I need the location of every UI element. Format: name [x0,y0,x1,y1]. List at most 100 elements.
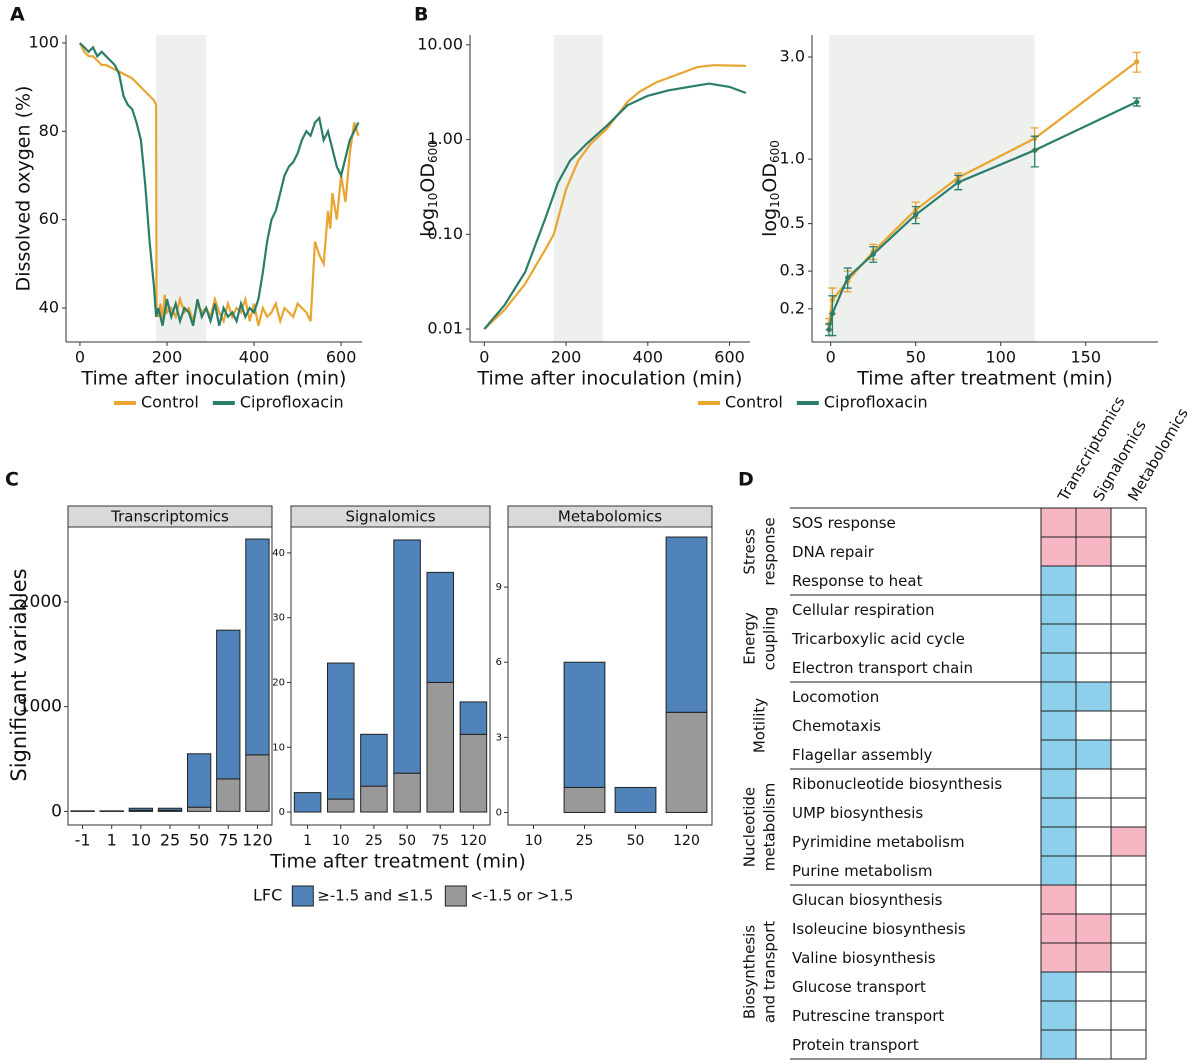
heatmap-cell [1040,942,1077,973]
heatmap-cell [1110,594,1147,625]
bar-segment [216,629,241,780]
heatmap-cell [1040,710,1077,741]
x-tick-label: 200 [152,348,183,367]
point [955,179,961,185]
bar-segment [393,772,421,813]
legend-title: LFC [253,886,282,905]
x-tick-label: 25 [576,833,594,849]
facet-panel [67,526,273,826]
group-label: Stress [741,528,759,574]
heatmap-cell [1110,623,1147,654]
y-axis-label-sub: 600 [768,140,782,163]
heatmap-cell [1040,652,1077,683]
heatmap-cell [1075,1000,1112,1031]
heatmap-cell [1075,507,1112,538]
heatmap-cell [1075,623,1112,654]
bar-segment [245,754,270,812]
y-axis-label-sub: 10 [426,193,440,208]
row-label: Tricarboxylic acid cycle [791,630,965,648]
row-label: Glucose transport [792,978,926,996]
facet-title: Metabolomics [558,508,662,526]
heatmap-cell [1040,855,1077,886]
x-axis-label: Time after treatment (min) [269,851,526,873]
heatmap-cell [1110,710,1147,741]
point [1134,59,1140,65]
heatmap-cell [1040,797,1077,828]
shaded-region [553,35,603,342]
x-tick-label: 75 [218,831,238,850]
bar-segment [186,753,212,808]
heatmap-cell [1040,971,1077,1002]
x-tick-label: 50 [398,833,416,849]
heatmap-cell [1040,594,1077,625]
y-tick-label: 10 [272,742,285,753]
row-label: Flagellar assembly [792,746,933,764]
x-tick-label: 100 [985,348,1016,367]
heatmap-cell [1075,797,1112,828]
row-label: Ribonucleotide biosynthesis [792,775,1002,793]
series-line [827,60,1138,325]
heatmap-cell [1110,652,1147,683]
heatmap-cell [1075,594,1112,625]
bar-segment [393,539,421,774]
row-label: UMP biosynthesis [792,804,923,822]
heatmap-cell [1040,681,1077,712]
heatmap-cell [1075,971,1112,1002]
x-tick-label: 75 [431,833,449,849]
bar-segment [128,807,154,811]
facet-panel [290,526,491,826]
x-tick-label: 10 [332,833,350,849]
x-tick-label: 150 [1070,348,1101,367]
legend-swatch [291,885,314,907]
shaded-region [156,35,207,342]
y-axis-label-part: log [417,208,439,237]
row-label: Isoleucine biosynthesis [792,920,966,938]
series-line [79,42,360,327]
y-axis-label: Dissolved oxygen (%) [13,86,35,292]
heatmap-cell [1110,565,1147,596]
bar-segment [360,733,388,787]
heatmap-cell [1040,536,1077,567]
panel-label: A [10,4,25,26]
heatmap-cell [1040,565,1077,596]
y-tick-label: 0.10 [427,224,463,243]
x-tick-label: 600 [326,348,357,367]
group-label: metabolism [761,783,779,871]
panel-label: C [5,469,19,491]
y-axis-label-sub: 600 [426,140,440,163]
y-axis-label: Significant variables [7,568,31,781]
y-tick-label: 20 [272,677,285,688]
y-tick-label: 3 [496,732,502,743]
legend-label: Ciprofloxacin [240,393,344,412]
point [870,251,876,257]
heatmap-cell [1110,681,1147,712]
heatmap-cell [1075,942,1112,973]
bar-segment [245,538,270,756]
group-label: and transport [761,921,779,1023]
heatmap-cell [1110,884,1147,915]
shaded-region [829,35,1035,342]
legend-swatch [444,885,467,907]
y-tick-label: 1.0 [780,149,805,168]
y-tick-label: 0 [496,807,502,818]
x-tick-label: 0 [75,348,85,367]
heatmap-cell [1110,536,1147,567]
y-tick-label: 60 [39,209,59,228]
y-axis-label-part: log [759,208,781,237]
point [826,326,832,333]
panel-label: B [414,4,428,26]
row-label: Response to heat [792,572,923,590]
point [845,274,851,281]
y-axis-label-part: OD [417,163,439,193]
point [913,212,919,218]
row-label: Cellular respiration [792,601,935,619]
bar-segment [293,792,322,813]
y-tick-label: 0.01 [427,319,463,338]
y-tick-label: 0 [279,807,285,818]
series-line [483,64,746,330]
point [1032,147,1038,153]
x-tick-label: 600 [714,348,745,367]
row-label: Putrescine transport [792,1007,944,1025]
y-tick-label: 1.00 [427,129,463,148]
legend-label: Control [141,393,199,412]
